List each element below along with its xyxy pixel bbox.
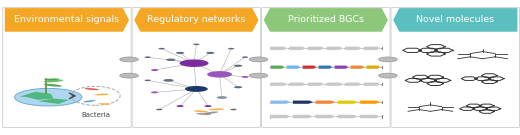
- Polygon shape: [270, 100, 292, 104]
- Ellipse shape: [44, 78, 59, 80]
- Circle shape: [151, 91, 158, 93]
- Polygon shape: [308, 82, 326, 86]
- Circle shape: [120, 73, 138, 78]
- FancyBboxPatch shape: [3, 8, 131, 127]
- Circle shape: [159, 48, 165, 49]
- Polygon shape: [327, 82, 344, 86]
- Circle shape: [145, 80, 151, 81]
- Circle shape: [185, 86, 208, 92]
- Text: Novel molecules: Novel molecules: [416, 15, 495, 24]
- Polygon shape: [287, 65, 301, 69]
- Polygon shape: [360, 100, 381, 104]
- Polygon shape: [5, 8, 129, 32]
- Polygon shape: [20, 92, 54, 100]
- Ellipse shape: [193, 110, 209, 112]
- Polygon shape: [270, 82, 288, 86]
- Circle shape: [163, 79, 174, 82]
- Text: Regulatory networks: Regulatory networks: [147, 15, 245, 24]
- Polygon shape: [38, 99, 69, 104]
- Polygon shape: [366, 65, 381, 69]
- Polygon shape: [308, 46, 326, 50]
- Circle shape: [234, 65, 242, 67]
- Circle shape: [179, 59, 209, 67]
- Polygon shape: [289, 82, 307, 86]
- Ellipse shape: [204, 112, 218, 114]
- Polygon shape: [293, 100, 314, 104]
- Polygon shape: [315, 100, 336, 104]
- Circle shape: [176, 52, 184, 54]
- Circle shape: [379, 57, 397, 62]
- Circle shape: [206, 52, 214, 54]
- Circle shape: [151, 69, 158, 71]
- Polygon shape: [350, 65, 365, 69]
- Circle shape: [166, 59, 176, 61]
- Text: Bacteria: Bacteria: [81, 112, 110, 118]
- Circle shape: [228, 48, 235, 49]
- Polygon shape: [293, 115, 314, 118]
- Polygon shape: [270, 65, 285, 69]
- Ellipse shape: [209, 108, 224, 110]
- Polygon shape: [315, 115, 336, 118]
- Circle shape: [15, 88, 82, 106]
- Polygon shape: [337, 115, 359, 118]
- Polygon shape: [270, 115, 292, 118]
- Polygon shape: [360, 115, 381, 118]
- Polygon shape: [334, 65, 349, 69]
- Circle shape: [120, 57, 138, 62]
- Polygon shape: [363, 46, 381, 50]
- Circle shape: [249, 73, 268, 78]
- Circle shape: [176, 105, 184, 107]
- Polygon shape: [270, 46, 288, 50]
- Circle shape: [242, 56, 248, 58]
- FancyBboxPatch shape: [262, 8, 390, 127]
- Circle shape: [379, 73, 397, 78]
- Polygon shape: [318, 65, 333, 69]
- Circle shape: [193, 43, 200, 45]
- Text: Environmental signals: Environmental signals: [15, 15, 120, 24]
- Ellipse shape: [83, 100, 95, 102]
- Polygon shape: [264, 8, 388, 32]
- Ellipse shape: [98, 103, 110, 105]
- Polygon shape: [302, 65, 317, 69]
- FancyBboxPatch shape: [132, 8, 261, 127]
- Circle shape: [230, 109, 237, 110]
- Circle shape: [145, 56, 151, 58]
- Circle shape: [241, 76, 249, 78]
- Circle shape: [207, 71, 232, 78]
- Circle shape: [234, 86, 242, 88]
- FancyBboxPatch shape: [391, 8, 519, 127]
- Circle shape: [217, 96, 227, 99]
- Ellipse shape: [95, 94, 109, 95]
- Circle shape: [249, 57, 268, 62]
- Circle shape: [204, 105, 212, 107]
- Ellipse shape: [84, 88, 99, 90]
- Polygon shape: [289, 46, 307, 50]
- Polygon shape: [345, 82, 362, 86]
- Polygon shape: [345, 46, 362, 50]
- Ellipse shape: [44, 84, 62, 87]
- Polygon shape: [363, 82, 381, 86]
- Ellipse shape: [196, 113, 211, 115]
- Polygon shape: [134, 8, 258, 32]
- Polygon shape: [337, 100, 359, 104]
- Polygon shape: [327, 46, 344, 50]
- Text: Prioritized BGCs: Prioritized BGCs: [288, 15, 364, 24]
- Circle shape: [156, 109, 162, 110]
- Polygon shape: [393, 8, 517, 32]
- Ellipse shape: [44, 80, 63, 82]
